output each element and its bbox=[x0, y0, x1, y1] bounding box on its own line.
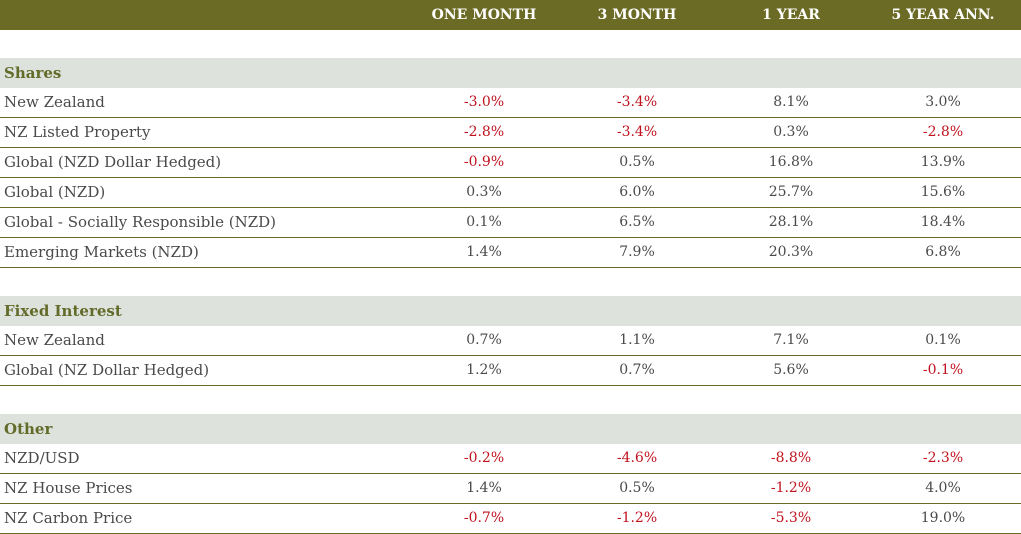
row-label: New Zealand bbox=[4, 331, 105, 349]
value-cell: -2.8% bbox=[922, 124, 964, 140]
value-cell: 25.7% bbox=[768, 184, 814, 200]
value-cell: 19.0% bbox=[920, 510, 966, 526]
row-label: Emerging Markets (NZD) bbox=[4, 243, 199, 261]
value-cell: -3.4% bbox=[616, 94, 658, 110]
table-row: Emerging Markets (NZD) 1.4% 7.9% 20.3% 6.8% bbox=[0, 238, 1021, 268]
row-label: Global - Socially Responsible (NZD) bbox=[4, 213, 277, 231]
value-cell: -8.8% bbox=[770, 450, 812, 466]
value-cell: 6.5% bbox=[619, 214, 655, 230]
value-cell: 0.3% bbox=[773, 124, 809, 140]
value-cell: -2.8% bbox=[463, 124, 505, 140]
table-row: New Zealand -3.0% -3.4% 8.1% 3.0% bbox=[0, 88, 1021, 118]
value-cell: 6.0% bbox=[619, 184, 655, 200]
table-row: Global (NZD) 0.3% 6.0% 25.7% 15.6% bbox=[0, 178, 1021, 208]
value-cell: -0.2% bbox=[463, 450, 505, 466]
value-cell: 0.1% bbox=[466, 214, 502, 230]
table-row: NZD/USD -0.2% -4.6% -8.8% -2.3% bbox=[0, 444, 1021, 474]
table-row: NZ House Prices 1.4% 0.5% -1.2% 4.0% bbox=[0, 474, 1021, 504]
value-cell: 0.5% bbox=[619, 480, 655, 496]
row-label: New Zealand bbox=[4, 93, 105, 111]
value-cell: 0.1% bbox=[925, 332, 961, 348]
value-cell: 1.2% bbox=[466, 362, 502, 378]
value-cell: -2.3% bbox=[922, 450, 964, 466]
table-row: NZ Carbon Price -0.7% -1.2% -5.3% 19.0% bbox=[0, 504, 1021, 534]
column-header-5-year-ann: 5 YEAR ANN. bbox=[891, 7, 995, 23]
section-title: Shares bbox=[4, 64, 62, 82]
row-label: NZ Listed Property bbox=[4, 123, 151, 141]
section-header: Shares bbox=[0, 58, 1021, 88]
row-label: NZ Carbon Price bbox=[4, 509, 133, 527]
section-header: Other bbox=[0, 414, 1021, 444]
column-header-3-month: 3 MONTH bbox=[597, 7, 677, 23]
value-cell: -0.1% bbox=[922, 362, 964, 378]
value-cell: 1.4% bbox=[466, 480, 502, 496]
section-title: Other bbox=[4, 420, 53, 438]
value-cell: 4.0% bbox=[925, 480, 961, 496]
section-header: Fixed Interest bbox=[0, 296, 1021, 326]
value-cell: -0.9% bbox=[463, 154, 505, 170]
value-cell: 0.5% bbox=[619, 154, 655, 170]
value-cell: -1.2% bbox=[616, 510, 658, 526]
row-label: Global (NZ Dollar Hedged) bbox=[4, 361, 210, 379]
value-cell: -5.3% bbox=[770, 510, 812, 526]
value-cell: 28.1% bbox=[768, 214, 814, 230]
column-header-one-month: ONE MONTH bbox=[431, 7, 537, 23]
value-cell: 7.9% bbox=[619, 244, 655, 260]
value-cell: 7.1% bbox=[773, 332, 809, 348]
table-row: Global - Socially Responsible (NZD) 0.1% 6… bbox=[0, 208, 1021, 238]
column-header-1-year: 1 YEAR bbox=[762, 7, 820, 23]
value-cell: -4.6% bbox=[616, 450, 658, 466]
value-cell: 8.1% bbox=[773, 94, 809, 110]
row-label: Global (NZD) bbox=[4, 183, 106, 201]
value-cell: 1.1% bbox=[619, 332, 655, 348]
value-cell: 0.7% bbox=[619, 362, 655, 378]
section-title: Fixed Interest bbox=[4, 302, 122, 320]
table-row: Global (NZ Dollar Hedged) 1.2% 0.7% 5.6% -0.… bbox=[0, 356, 1021, 386]
value-cell: 15.6% bbox=[920, 184, 966, 200]
value-cell: 18.4% bbox=[920, 214, 966, 230]
value-cell: 1.4% bbox=[466, 244, 502, 260]
value-cell: 0.3% bbox=[466, 184, 502, 200]
value-cell: -3.4% bbox=[616, 124, 658, 140]
table-row: New Zealand 0.7% 1.1% 7.1% 0.1% bbox=[0, 326, 1021, 356]
table-row: NZ Listed Property -2.8% -3.4% 0.3% -2.8% bbox=[0, 118, 1021, 148]
value-cell: 6.8% bbox=[925, 244, 961, 260]
value-cell: -3.0% bbox=[463, 94, 505, 110]
value-cell: 16.8% bbox=[768, 154, 814, 170]
row-label: NZD/USD bbox=[4, 449, 80, 467]
value-cell: 13.9% bbox=[920, 154, 966, 170]
value-cell: -0.7% bbox=[463, 510, 505, 526]
value-cell: 3.0% bbox=[925, 94, 961, 110]
value-cell: 0.7% bbox=[466, 332, 502, 348]
table-row: Global (NZD Dollar Hedged) -0.9% 0.5% 16.8%… bbox=[0, 148, 1021, 178]
row-label: Global (NZD Dollar Hedged) bbox=[4, 153, 222, 171]
table-header: ONE MONTH 3 MONTH 1 YEAR 5 YEAR ANN. bbox=[0, 0, 1021, 30]
value-cell: -1.2% bbox=[770, 480, 812, 496]
row-label: NZ House Prices bbox=[4, 479, 133, 497]
value-cell: 20.3% bbox=[768, 244, 814, 260]
value-cell: 5.6% bbox=[773, 362, 809, 378]
